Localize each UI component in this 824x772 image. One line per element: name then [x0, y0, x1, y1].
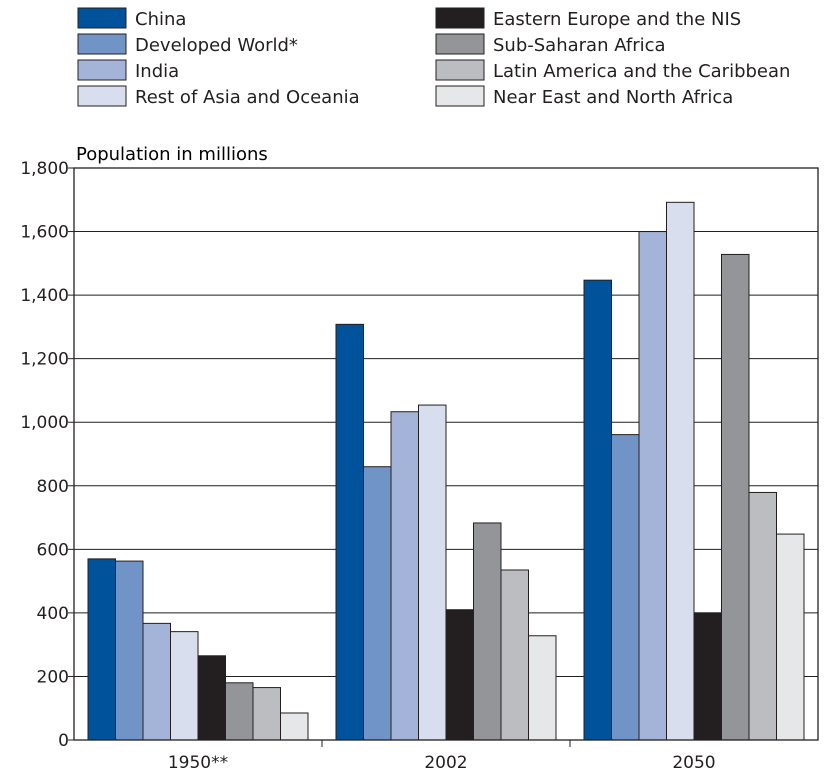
legend-item-sub-saharan-africa: Sub-Saharan Africa [435, 33, 666, 56]
bar-india-1950 [142, 622, 171, 741]
legend-item-china: China [77, 7, 186, 30]
legend-item-developed-world: Developed World* [77, 33, 298, 56]
y-tick-label: 1,000 [20, 413, 69, 433]
legend-swatch [77, 59, 127, 81]
legend-swatch [435, 85, 485, 107]
y-axis-label: Population in millions [76, 144, 268, 165]
legend-item-near-east-and-north-africa: Near East and North Africa [435, 85, 733, 108]
y-tick-label: 1,200 [20, 350, 69, 370]
x-tick-label: 1950** [168, 753, 228, 772]
legend-label: Eastern Europe and the NIS [493, 9, 741, 30]
bar-near-east-and-north-africa-1950 [280, 712, 309, 741]
bar-eastern-europe-and-the-nis-1950 [197, 655, 226, 741]
legend-label: Rest of Asia and Oceania [135, 87, 360, 108]
bar-eastern-europe-and-the-nis-2050 [693, 612, 722, 741]
legend-item-rest-of-asia-and-oceania: Rest of Asia and Oceania [77, 85, 360, 108]
bar-china-2050 [583, 279, 612, 741]
legend-label: Near East and North Africa [493, 87, 733, 108]
legend-label: Latin America and the Caribbean [493, 61, 790, 82]
bar-china-2002 [335, 323, 364, 741]
bar-latin-america-and-the-caribbean-2002 [500, 569, 529, 741]
y-tick-label: 400 [37, 604, 69, 624]
x-tick-labels: 1950** 2002 2050 [168, 740, 716, 772]
y-tick-label: 800 [37, 477, 69, 497]
bar-china-1950 [87, 558, 116, 741]
legend-item-india: India [77, 59, 179, 82]
y-tick-label: 200 [37, 667, 69, 687]
legend-item-eastern-europe-and-the-nis: Eastern Europe and the NIS [435, 7, 741, 30]
chart-legend: China Developed World* India Rest of Asia a… [77, 7, 790, 108]
legend-item-latin-america-and-the-caribbean: Latin America and the Caribbean [435, 59, 790, 82]
bar-developed-world-2050 [611, 434, 640, 741]
legend-label: Developed World* [135, 35, 298, 56]
bar-rest-of-asia-and-oceania-1950 [170, 631, 199, 741]
y-tick-label: 600 [37, 540, 69, 560]
x-tick-label: 2002 [424, 753, 467, 772]
bar-near-east-and-north-africa-2050 [776, 533, 805, 741]
legend-label: Sub-Saharan Africa [493, 35, 666, 56]
bar-near-east-and-north-africa-2002 [528, 635, 557, 741]
legend-swatch [435, 33, 485, 55]
legend-swatch [435, 7, 485, 29]
legend-swatch [77, 7, 127, 29]
bar-sub-saharan-africa-1950 [225, 682, 254, 741]
legend-swatch [77, 85, 127, 107]
legend-swatch [435, 59, 485, 81]
y-tick-label: 1,400 [20, 286, 69, 306]
bar-rest-of-asia-and-oceania-2050 [666, 201, 695, 741]
bar-sub-saharan-africa-2002 [473, 522, 502, 741]
bar-india-2050 [638, 231, 667, 741]
bars [87, 201, 805, 741]
bar-rest-of-asia-and-oceania-2002 [418, 404, 447, 741]
legend-swatch [77, 33, 127, 55]
y-tick-label: 0 [58, 731, 69, 751]
plot-frame [73, 167, 819, 741]
y-tick-label: 1,800 [20, 159, 69, 179]
y-tick-label: 1,600 [20, 223, 69, 243]
bar-india-2002 [390, 411, 419, 741]
bar-sub-saharan-africa-2050 [721, 253, 750, 741]
legend-label: China [135, 9, 186, 30]
legend-label: India [135, 61, 179, 82]
bar-latin-america-and-the-caribbean-1950 [252, 687, 281, 741]
y-tick-labels: 0 200 400 600 800 1,000 1,200 1,400 1,600 1,800 [20, 159, 69, 751]
bar-latin-america-and-the-caribbean-2050 [748, 491, 777, 741]
bar-developed-world-1950 [115, 560, 144, 741]
x-tick-label: 2050 [672, 753, 715, 772]
bar-developed-world-2002 [363, 466, 392, 741]
bar-eastern-europe-and-the-nis-2002 [445, 609, 474, 741]
